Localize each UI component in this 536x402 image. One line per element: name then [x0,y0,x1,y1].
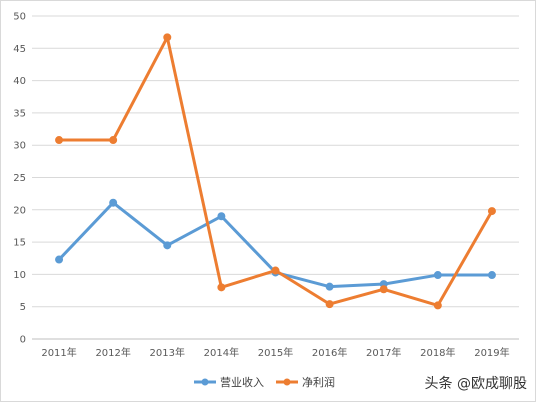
data-point [163,241,172,250]
series-group [55,33,496,310]
legend-marker [201,378,209,386]
data-point [217,283,226,292]
data-point [325,300,334,309]
legend-item: 净利润 [276,375,335,389]
data-point [217,212,226,221]
legend-label: 营业收入 [220,375,264,389]
y-axis-ticks: 0 5 10 15 20 25 30 35 40 45 50 [13,12,26,346]
watermark: 头条 @欧成聊股 [424,376,527,392]
series-line [57,35,494,307]
x-tick-label: 2018年 [420,346,455,359]
x-tick-label: 2016年 [312,346,347,359]
series-1 [55,198,496,291]
data-point [379,285,388,294]
y-tick-label: 25 [13,173,26,184]
x-tick-label: 2014年 [204,346,239,359]
x-tick-label: 2011年 [41,346,76,359]
x-tick-label: 2019年 [474,346,509,359]
x-tick-label: 2015年 [258,346,293,359]
data-point [55,136,64,145]
x-tick-label: 2017年 [366,346,401,359]
x-axis-ticks: 2011年 2012年 2013年 2014年 2015年 2016年 2017年 2018年… [41,346,509,359]
series-2 [55,33,496,310]
y-tick-label: 40 [13,76,26,87]
data-point [487,207,496,216]
y-tick-label: 20 [13,205,26,216]
data-point [433,271,442,280]
legend-item: 营业收入 [194,375,264,389]
y-tick-label: 10 [13,270,26,281]
y-tick-label: 45 [13,44,26,55]
data-point [55,255,64,264]
data-point [487,271,496,280]
y-tick-label: 30 [13,141,26,152]
y-tick-label: 5 [20,302,26,313]
data-point [163,33,172,42]
y-tick-label: 50 [13,12,26,23]
legend-marker [283,378,291,386]
data-point [109,136,118,145]
data-point [325,282,334,291]
x-tick-label: 2013年 [150,346,185,359]
y-tick-label: 35 [13,108,26,119]
data-point [109,198,118,207]
data-point [271,266,280,275]
y-tick-label: 15 [13,238,26,249]
legend: 营业收入 净利润 [194,375,335,389]
legend-label: 净利润 [302,375,335,389]
data-point [433,301,442,310]
y-tick-label: 0 [20,335,26,346]
gridlines [32,15,519,340]
x-tick-label: 2012年 [95,346,130,359]
